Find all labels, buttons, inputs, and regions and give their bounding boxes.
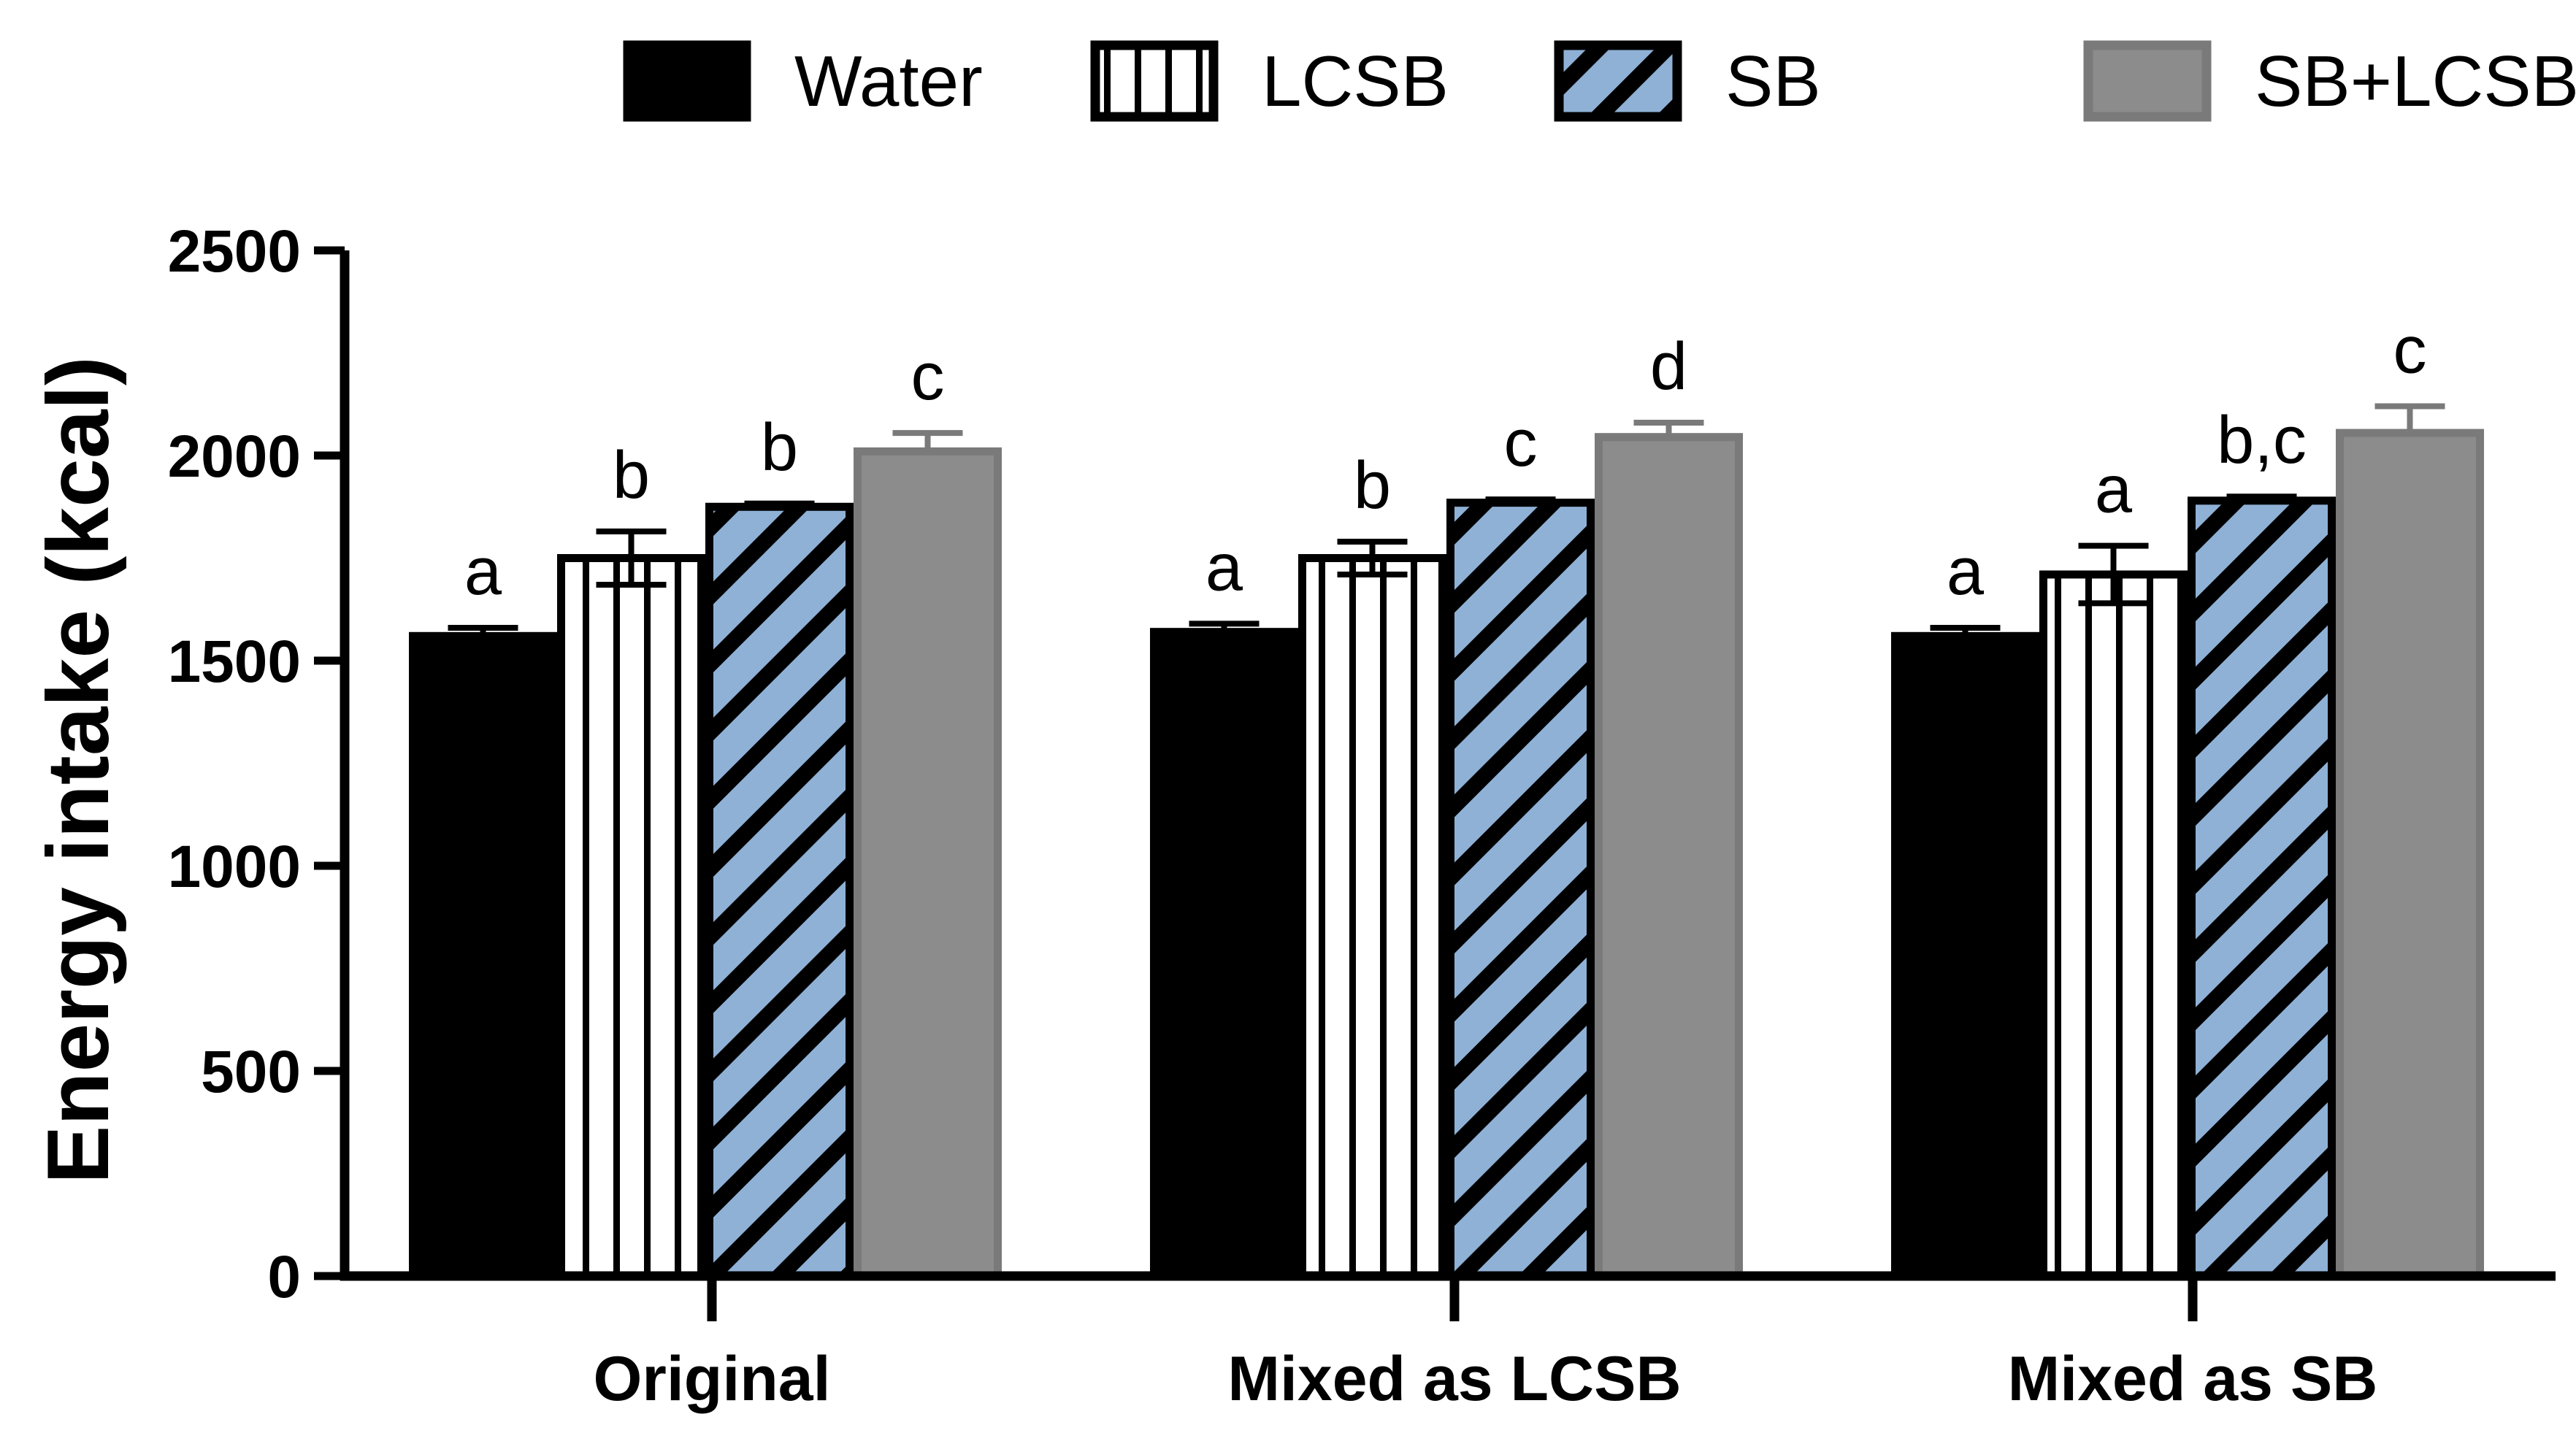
legend-item: LCSB (1090, 40, 1449, 122)
legend-swatch (623, 40, 751, 122)
legend-swatch (1090, 40, 1219, 122)
significance-label: a (1947, 534, 1985, 609)
bars: a b b c a b c d a a b,c c (409, 313, 2484, 1280)
y-tick-label: 2000 (168, 423, 301, 490)
legend-label: LCSB (1262, 41, 1449, 121)
bar-sb-lcsb (854, 447, 1002, 1280)
bar-sb-lcsb (2336, 429, 2484, 1280)
bar-lcsb (1298, 554, 1446, 1280)
bar-sb (2188, 496, 2336, 1280)
legend-item: SB (1554, 40, 1821, 122)
significance-label: d (1650, 329, 1687, 404)
bar-water (409, 631, 557, 1280)
y-tick-label: 2500 (168, 218, 301, 285)
bar-water (1891, 631, 2039, 1280)
bar-group: a a b,c c (1891, 313, 2484, 1280)
bar-lcsb (2039, 570, 2188, 1280)
bar-water (1150, 628, 1298, 1280)
significance-label: c (1504, 406, 1538, 480)
x-axis-labels: Original Mixed as LCSB Mixed as SB (594, 1344, 2378, 1414)
legend-label: Water (794, 41, 983, 121)
bar-group: a b b c (409, 339, 1002, 1280)
legend-item: Water (623, 40, 983, 122)
bar-group: a b c d (1150, 329, 1743, 1280)
x-category-label: Original (594, 1344, 831, 1414)
bar-sb-lcsb (1595, 433, 1743, 1280)
legend-item: SB+LCSB (2083, 40, 2576, 122)
legend-label: SB+LCSB (2255, 41, 2576, 121)
significance-label: a (464, 534, 502, 609)
legend-swatch (2083, 40, 2212, 122)
bar-lcsb (557, 554, 705, 1280)
significance-label: c (2393, 313, 2427, 388)
significance-label: a (2095, 453, 2133, 527)
significance-label: c (911, 339, 945, 414)
y-tick-label: 500 (201, 1039, 301, 1105)
significance-label: b (613, 438, 650, 512)
legend-label: SB (1725, 41, 1821, 121)
axes (340, 250, 2556, 1321)
x-category-label: Mixed as SB (2008, 1344, 2378, 1414)
bar-sb (1446, 499, 1595, 1280)
y-tick-label: 1000 (168, 834, 301, 900)
y-axis-title: Energy intake (kcal) (29, 356, 127, 1184)
y-tick-label: 1500 (168, 629, 301, 695)
significance-label: b (1354, 448, 1391, 523)
legend-swatch (1554, 40, 1682, 122)
y-tick-label: 0 (267, 1244, 301, 1310)
significance-label: b,c (2217, 403, 2307, 477)
x-category-label: Mixed as LCSB (1227, 1344, 1681, 1414)
legend: Water LCSB SB SB+LCSB (623, 40, 2576, 122)
y-axis-ticks: 0 500 1000 1500 2000 2500 (168, 218, 345, 1310)
significance-label: b (761, 410, 798, 485)
bar-sb (705, 502, 854, 1280)
significance-label: a (1205, 530, 1243, 604)
